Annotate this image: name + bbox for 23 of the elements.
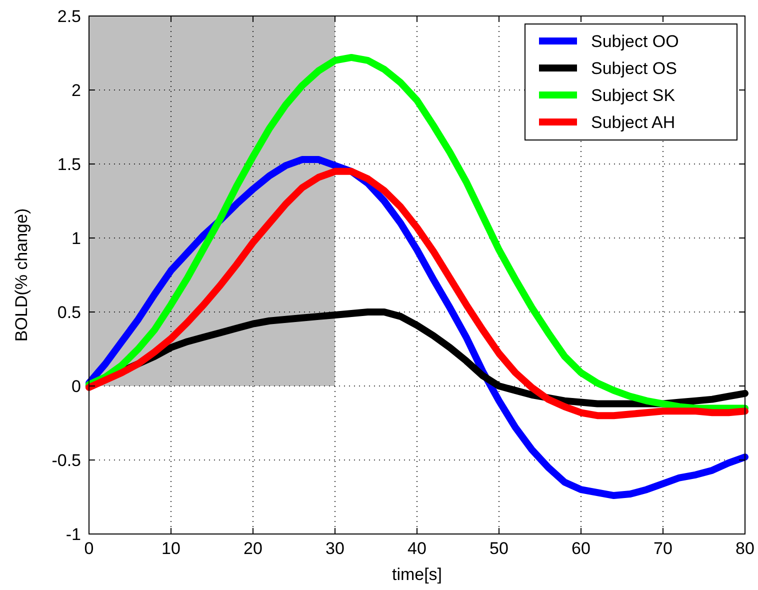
- x-tick-label: 30: [326, 539, 344, 558]
- y-tick-label: 2.5: [57, 6, 81, 26]
- x-tick-label: 60: [572, 539, 590, 558]
- y-tick-label: 0: [72, 376, 81, 396]
- y-tick-label: 1.5: [57, 154, 81, 174]
- y-tick-label: 0.5: [57, 302, 81, 322]
- y-tick-label: 2: [72, 80, 81, 100]
- legend-label: Subject OO: [591, 32, 679, 51]
- x-tick-label: 40: [408, 539, 426, 558]
- legend-label: Subject SK: [591, 86, 676, 105]
- x-tick-label: 80: [736, 539, 754, 558]
- y-tick-label: -0.5: [52, 450, 81, 470]
- x-tick-label: 20: [244, 539, 262, 558]
- x-tick-label: 0: [84, 539, 94, 558]
- x-tick-label: 50: [490, 539, 508, 558]
- y-tick-label: 1: [72, 228, 81, 248]
- legend-label: Subject AH: [591, 112, 676, 132]
- y-axis-title: BOLD(% change): [12, 208, 31, 342]
- y-tick-label: -1: [66, 524, 81, 544]
- x-tick-label: 10: [162, 539, 180, 558]
- legend-label: Subject OS: [591, 58, 677, 78]
- x-axis-title: time[s]: [392, 565, 442, 584]
- x-tick-label: 70: [654, 539, 672, 558]
